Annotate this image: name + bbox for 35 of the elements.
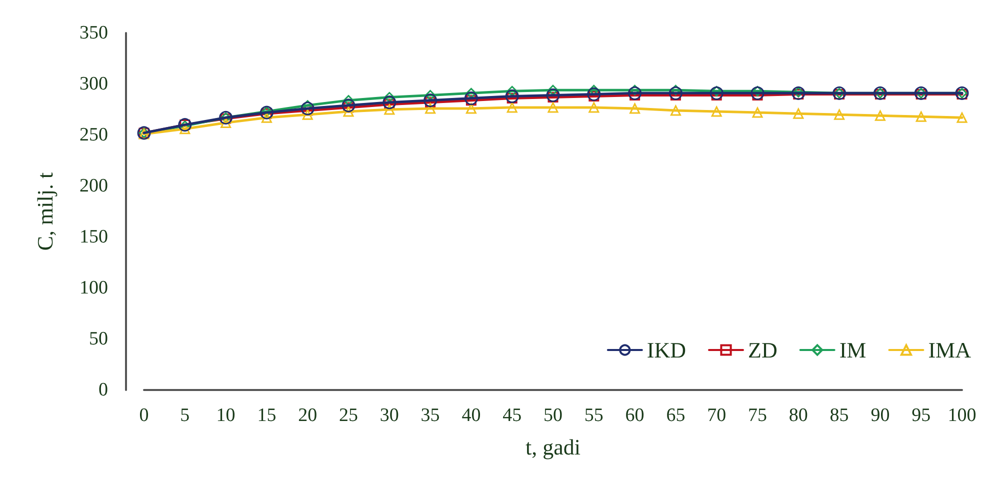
legend-label: IKD	[646, 338, 686, 362]
x-tick-label: 25	[339, 405, 358, 426]
x-tick-label: 90	[870, 405, 890, 426]
x-tick-label: 75	[748, 405, 767, 426]
y-tick-label: 50	[89, 328, 108, 350]
x-tick-label: 10	[216, 405, 236, 426]
x-tick-label: 20	[298, 405, 318, 426]
y-tick-label: 350	[80, 22, 108, 44]
x-axis-title: t, gadi	[526, 434, 580, 460]
y-tick-label: 0	[98, 380, 108, 400]
y-tick-label: 300	[80, 74, 108, 94]
x-tick-label: 15	[257, 405, 276, 426]
x-tick-label: 50	[544, 405, 562, 426]
x-tick-label: 0	[139, 405, 149, 426]
legend-label: IMA	[928, 338, 972, 362]
y-tick-label: 100	[80, 278, 108, 298]
x-tick-label: 100	[948, 405, 976, 426]
x-tick-label: 65	[666, 405, 686, 426]
y-axis-title: C, milj. t	[32, 172, 58, 251]
x-tick-label: 60	[625, 405, 644, 426]
x-tick-label: 70	[707, 405, 726, 426]
x-tick-label: 95	[912, 405, 931, 426]
legend-label: ZD	[748, 338, 778, 362]
legend-label: IM	[839, 338, 866, 362]
x-tick-label: 30	[380, 405, 399, 426]
x-tick-label: 40	[462, 405, 481, 426]
x-tick-label: 45	[502, 405, 522, 426]
x-tick-label: 55	[584, 405, 604, 426]
y-tick-label: 200	[80, 176, 108, 196]
y-tick-label: 250	[80, 124, 108, 146]
x-tick-label: 85	[830, 405, 849, 426]
y-tick-label: 150	[80, 226, 108, 248]
x-tick-label: 35	[420, 405, 440, 426]
x-tick-label: 80	[788, 405, 808, 426]
x-tick-label: 5	[180, 405, 190, 426]
